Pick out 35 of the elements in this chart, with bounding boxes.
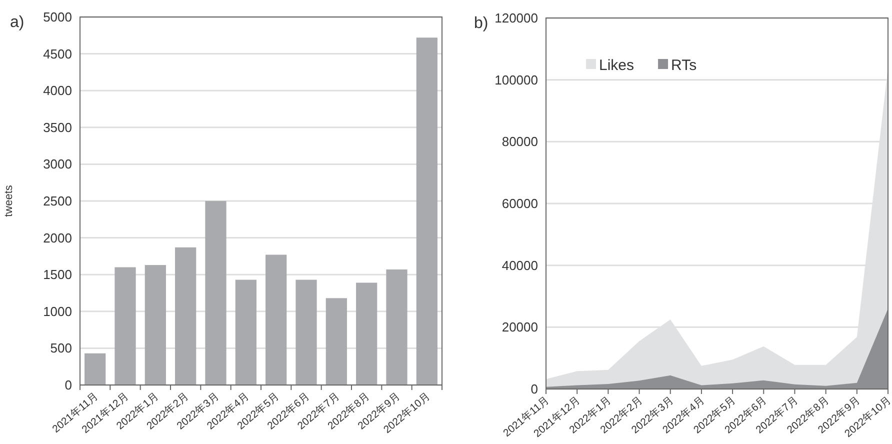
bar — [326, 298, 347, 385]
y-tick-label: 2500 — [43, 194, 72, 208]
chart-title: a) — [10, 14, 24, 31]
y-tick-label: 3000 — [43, 156, 72, 172]
bar — [114, 267, 136, 385]
y-tick-label: 0 — [530, 382, 538, 396]
y-tick-label: 4500 — [43, 46, 72, 62]
y-tick-label: 20000 — [502, 320, 538, 335]
y-tick-label: 1500 — [43, 267, 72, 282]
y-tick-label: 2000 — [43, 230, 72, 246]
y-tick-label: 3500 — [43, 120, 72, 135]
legend-label: RTs — [671, 57, 697, 74]
bar — [235, 280, 256, 385]
legend-label: Likes — [599, 57, 634, 74]
bar — [356, 282, 378, 385]
chart-title: b) — [474, 15, 488, 32]
bar — [144, 265, 166, 385]
y-tick-label: 60000 — [502, 196, 538, 211]
bar — [296, 280, 317, 385]
bar — [205, 201, 226, 385]
bar — [266, 254, 287, 385]
bar — [416, 38, 438, 385]
y-tick-label: 4000 — [43, 83, 72, 98]
y-tick-label: 120000 — [494, 10, 538, 26]
bar — [175, 247, 196, 385]
bar — [386, 269, 408, 385]
bar — [84, 353, 106, 385]
y-tick-label: 0 — [64, 378, 72, 392]
y-tick-label: 5000 — [43, 10, 72, 24]
y-tick-label: 500 — [50, 340, 72, 356]
y-tick-label: 100000 — [494, 72, 538, 88]
y-axis-title: tweets — [3, 184, 15, 217]
y-tick-label: 40000 — [502, 258, 538, 273]
y-tick-label: 1000 — [43, 304, 72, 319]
y-tick-label: 80000 — [502, 134, 538, 150]
